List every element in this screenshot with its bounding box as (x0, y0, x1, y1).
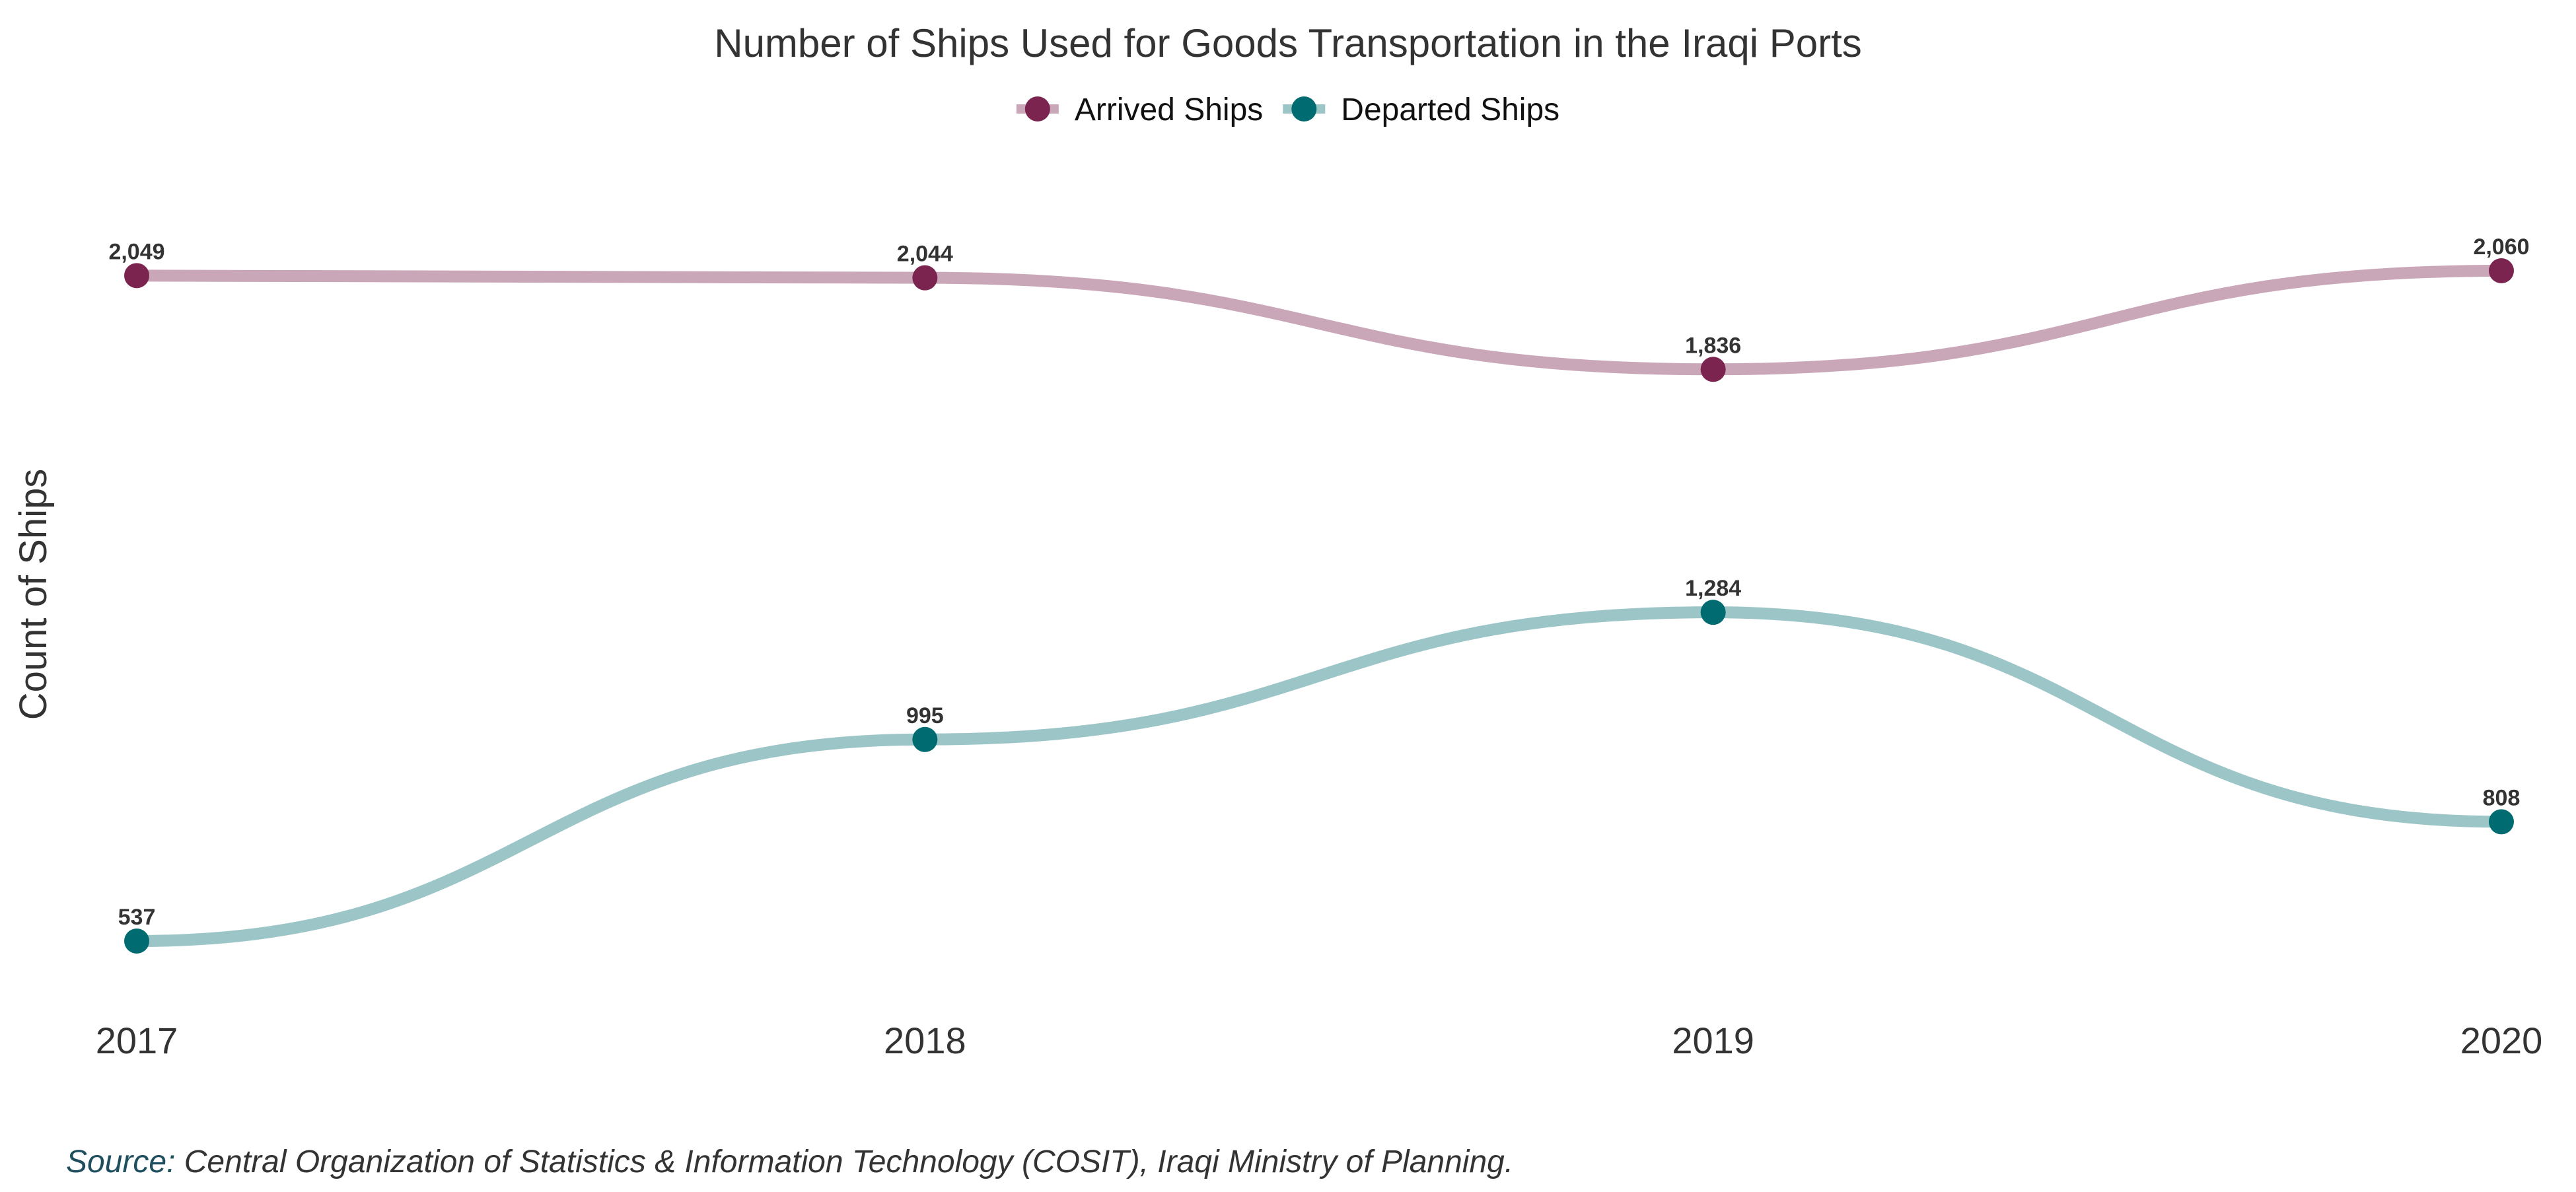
data-label: 995 (906, 703, 944, 728)
legend-item-2: Departed Ships (1283, 92, 1559, 127)
x-tick-label: 2018 (884, 1020, 966, 1061)
source-caption: Source: Central Organization of Statisti… (66, 1144, 1513, 1179)
data-label: 808 (2483, 785, 2521, 810)
source-caption-prefix: Source: (66, 1144, 175, 1179)
legend: Arrived Ships Departed Ships (1016, 92, 1559, 127)
x-axis-ticks: 2017 2018 2019 2020 (96, 1020, 2543, 1061)
data-label: 2,044 (897, 242, 953, 267)
legend-label: Departed Ships (1341, 92, 1559, 127)
data-label: 2,049 (108, 239, 164, 264)
x-tick-label: 2020 (2460, 1020, 2543, 1061)
data-point (912, 726, 938, 752)
data-label: 1,284 (1685, 576, 1741, 601)
series-1: 2,049 2,044 1,836 2,060 (108, 234, 2530, 382)
data-label: 537 (118, 905, 156, 930)
data-point (2489, 258, 2514, 283)
y-axis-label: Count of Ships (12, 469, 55, 720)
data-point (912, 265, 938, 291)
chart-title: Number of Ships Used for Goods Transport… (714, 21, 1862, 65)
data-point (124, 263, 149, 289)
data-point (1700, 357, 1726, 382)
legend-point-swatch (1291, 96, 1317, 122)
data-label: 2,060 (2473, 234, 2529, 260)
source-caption-text: Central Organization of Statistics & Inf… (175, 1144, 1513, 1179)
series-line-2 (131, 606, 2507, 947)
data-label: 1,836 (1685, 333, 1741, 358)
data-point (1700, 600, 1726, 625)
legend-item-1: Arrived Ships (1016, 92, 1263, 127)
series-line-1 (131, 265, 2507, 376)
data-point (124, 929, 149, 954)
x-tick-label: 2017 (96, 1020, 178, 1061)
series-layer: 2,049 2,044 1,836 2,060 537 995 1,284 808 (108, 234, 2530, 954)
series-2: 537 995 1,284 808 (118, 576, 2521, 954)
legend-point-swatch (1024, 96, 1050, 122)
x-tick-label: 2019 (1672, 1020, 1754, 1061)
data-point (2489, 809, 2514, 835)
legend-label: Arrived Ships (1075, 92, 1263, 127)
